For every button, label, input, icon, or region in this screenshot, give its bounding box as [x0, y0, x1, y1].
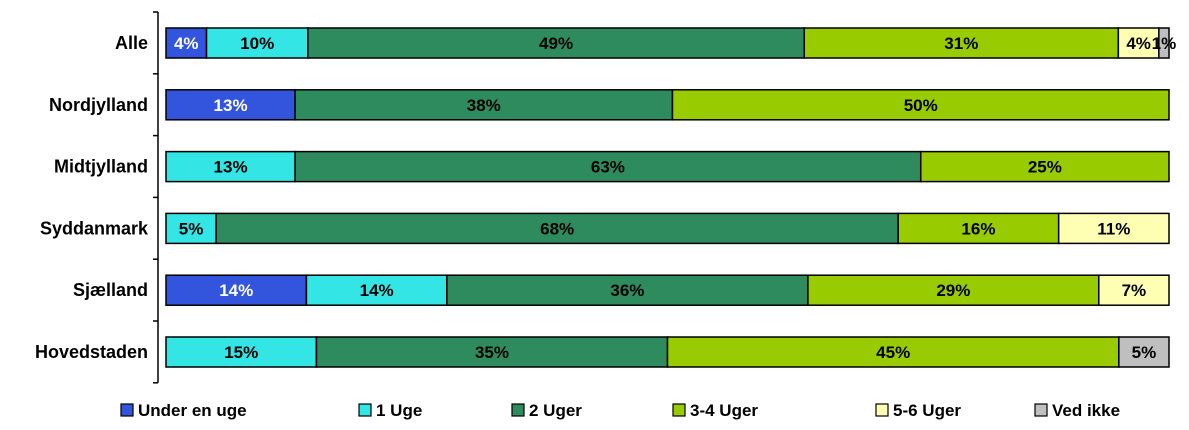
bar-segment	[165, 274, 308, 306]
data-label: 14%	[219, 281, 253, 300]
data-label: 15%	[224, 343, 258, 362]
data-label: 4%	[1126, 34, 1151, 53]
data-label: 29%	[936, 281, 970, 300]
legend-label: Ved ikke	[1052, 401, 1120, 420]
data-label: 13%	[214, 158, 248, 177]
legend-label: 1 Uge	[376, 401, 422, 420]
bar-segment	[165, 336, 318, 368]
bar-segment	[315, 336, 669, 368]
bar-segment	[671, 89, 1170, 121]
data-label: 31%	[944, 34, 978, 53]
data-label: 4%	[174, 34, 199, 53]
bar-segment	[807, 274, 1100, 306]
legend-swatch	[120, 403, 134, 417]
bar-segment	[294, 89, 674, 121]
bar-segment	[215, 212, 899, 245]
bar-segment	[205, 27, 309, 59]
category-label: Sjælland	[73, 280, 148, 300]
data-label: 5%	[179, 219, 204, 238]
data-label: 35%	[475, 343, 509, 362]
legend-label: 2 Uger	[529, 401, 582, 420]
data-label: 10%	[240, 34, 274, 53]
data-label: 1%	[1152, 34, 1177, 53]
category-label: Syddanmark	[40, 218, 149, 238]
data-label: 5%	[1132, 343, 1157, 362]
bar-segment	[919, 150, 1170, 183]
legend-swatch	[672, 403, 686, 417]
data-label: 14%	[360, 281, 394, 300]
data-label: 50%	[904, 96, 938, 115]
bar-segment	[1118, 336, 1170, 368]
bar-segment	[1098, 274, 1170, 306]
legend-swatch	[1034, 403, 1048, 417]
data-label: 13%	[214, 96, 248, 115]
bar-segment	[446, 274, 809, 306]
category-label: Alle	[115, 33, 148, 53]
bar-segment	[1158, 27, 1170, 59]
bar-segment	[897, 212, 1060, 245]
bar-segment	[165, 150, 296, 183]
data-label: 36%	[610, 281, 644, 300]
category-label: Nordjylland	[49, 95, 148, 115]
data-label: 45%	[876, 343, 910, 362]
category-label: Midtjylland	[54, 157, 148, 177]
data-label: 63%	[591, 158, 625, 177]
bar-segment	[165, 212, 217, 245]
data-label: 38%	[467, 96, 501, 115]
legend-swatch	[875, 403, 889, 417]
data-label: 16%	[961, 219, 995, 238]
legend-swatch	[358, 403, 372, 417]
legend-label: Under en uge	[138, 401, 247, 420]
legend-swatch	[511, 403, 525, 417]
bar-segment	[165, 27, 208, 59]
bar-segment	[1057, 212, 1170, 245]
data-label: 68%	[540, 219, 574, 238]
legend-label: 5-6 Uger	[893, 401, 961, 420]
legend-label: 3-4 Uger	[690, 401, 758, 420]
data-label: 11%	[1097, 219, 1130, 238]
bar-segment	[305, 274, 448, 306]
data-label: 49%	[539, 34, 573, 53]
category-label: Hovedstaden	[35, 342, 148, 362]
data-label: 7%	[1122, 281, 1147, 300]
data-label: 25%	[1028, 158, 1062, 177]
